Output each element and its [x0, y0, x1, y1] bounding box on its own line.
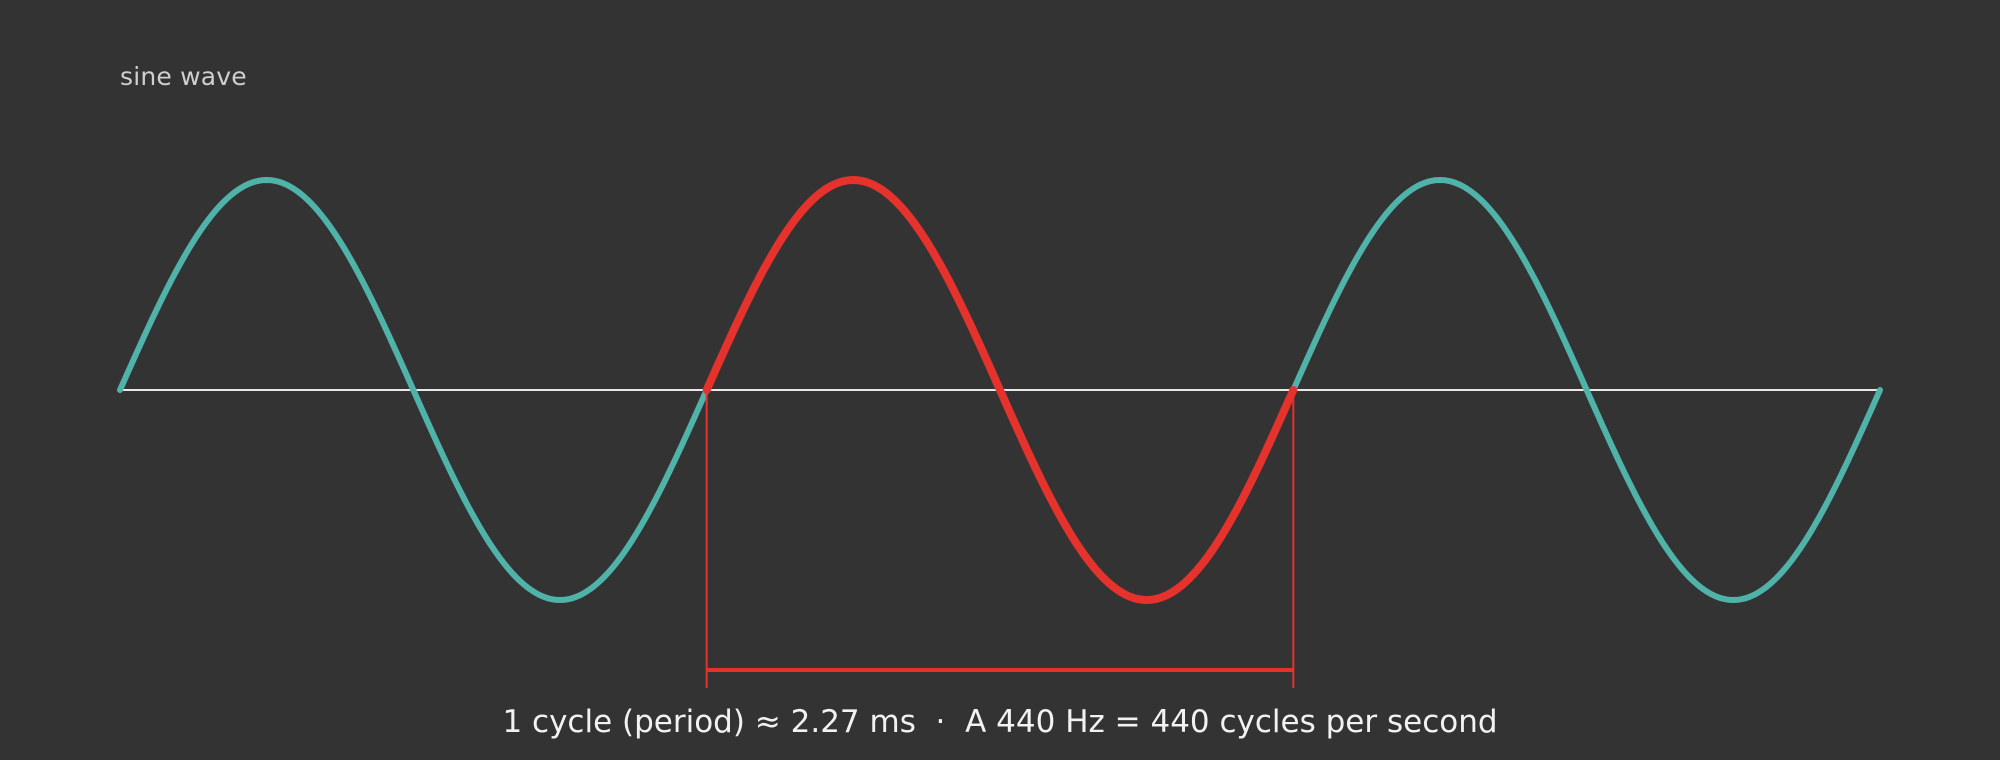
period-caption: 1 cycle (period) ≈ 2.27 ms · A 440 Hz = … — [502, 704, 1498, 740]
sine-wave-cycle-3 — [1290, 176, 1883, 604]
diagram-title: sine wave — [120, 62, 247, 91]
sine-wave-cycle-1 — [117, 176, 710, 604]
highlighted-cycle — [702, 175, 1298, 605]
